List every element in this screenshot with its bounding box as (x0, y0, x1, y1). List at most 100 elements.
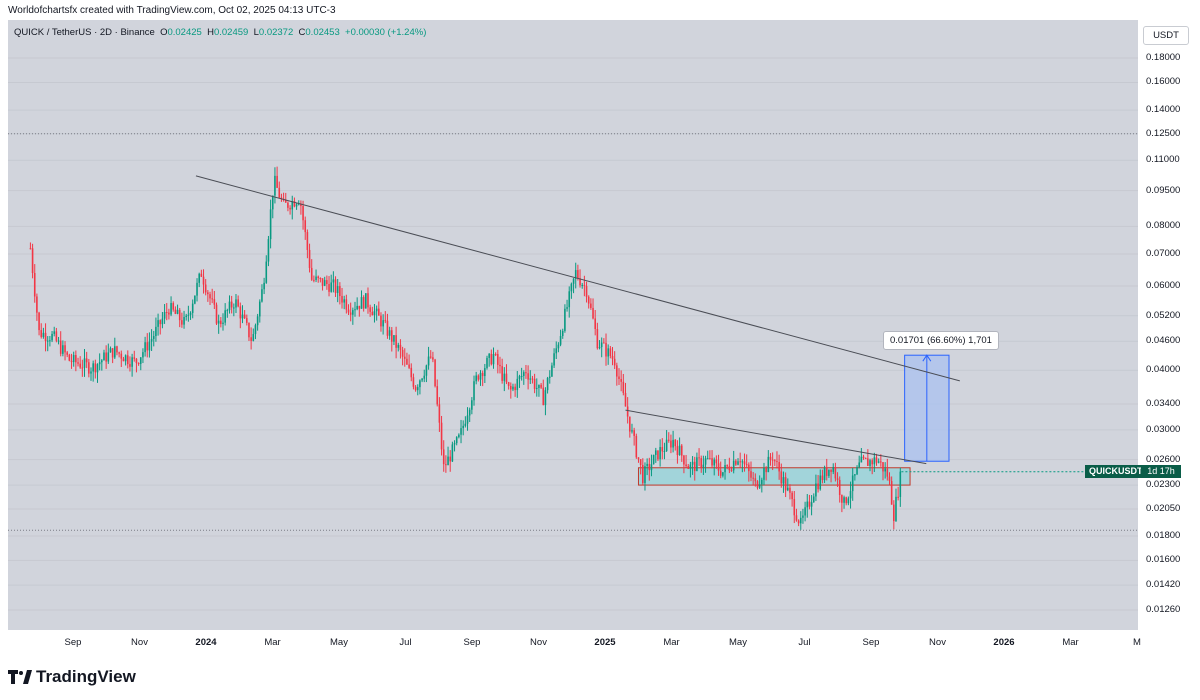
candle-body (774, 460, 776, 462)
candle-body (611, 355, 614, 359)
candle-body (144, 342, 146, 353)
candle-body (756, 481, 759, 488)
candle-body (871, 460, 873, 465)
candle-body (596, 329, 599, 349)
price-tick-label: 0.04600 (1146, 335, 1181, 347)
candle-body (706, 458, 709, 460)
candle-body (880, 461, 882, 463)
candle-body (657, 450, 659, 460)
candle-body (466, 415, 469, 424)
candle-body (659, 447, 661, 460)
price-tick-label: 0.06000 (1146, 280, 1181, 292)
candle-body (395, 335, 397, 348)
candle-body (895, 496, 897, 522)
candle-body (542, 387, 545, 406)
candle-body (148, 341, 151, 351)
candle-body (579, 278, 581, 286)
candle-body (360, 297, 363, 309)
chart-area[interactable] (8, 20, 1138, 630)
candle-body (367, 293, 369, 308)
candle-body (111, 348, 114, 358)
candle-body (269, 209, 272, 240)
candle-body (717, 463, 720, 471)
candle-body (786, 487, 789, 491)
time-tick-label: M (1133, 637, 1141, 648)
candle-body (168, 312, 170, 315)
candle-body (77, 362, 79, 364)
candle-body (663, 450, 666, 452)
candle-body (250, 337, 252, 341)
price-tick-label: 0.02050 (1146, 502, 1181, 514)
candle-body (501, 366, 503, 381)
candle-body (704, 458, 707, 465)
candle-body (646, 463, 648, 467)
candle-body (626, 406, 629, 417)
candle-body (507, 382, 510, 386)
candle-body (373, 311, 376, 316)
candle-body (533, 378, 536, 389)
candle-body (200, 273, 203, 277)
candle-body (505, 373, 508, 383)
candle-body (464, 423, 467, 426)
candle-body (393, 335, 395, 342)
candle-body (769, 456, 772, 460)
candle-body (566, 307, 568, 309)
candle-body (124, 355, 127, 362)
candle-body (670, 440, 672, 448)
candle-body (79, 363, 81, 368)
candle-body (825, 467, 828, 476)
candle-body (38, 312, 40, 331)
candle-body (754, 478, 757, 482)
candle-body (388, 330, 391, 336)
candle-body (644, 466, 646, 483)
candle-body (101, 360, 103, 363)
candle-body (254, 325, 257, 335)
candle-body (328, 284, 330, 292)
candle-body (139, 357, 142, 364)
candle-body (321, 278, 324, 286)
candle-body (191, 303, 194, 313)
currency-badge[interactable]: USDT (1143, 26, 1189, 45)
candle-body (289, 207, 291, 210)
candle-body (297, 203, 300, 205)
candle-body (490, 353, 493, 365)
price-tick-label: 0.03400 (1146, 397, 1181, 409)
candle-body (155, 326, 157, 337)
time-tick-label: Mar (264, 637, 281, 648)
candle-body (689, 464, 692, 469)
candle-body (46, 340, 49, 342)
candle-body (633, 430, 635, 436)
candle-body (42, 332, 45, 337)
candle-body (397, 344, 400, 348)
legend-low-label: L (253, 27, 259, 38)
candle-body (613, 358, 616, 366)
candle-body (780, 471, 783, 484)
candle-body (620, 379, 622, 382)
time-axis[interactable] (8, 630, 1138, 650)
candle-body (605, 342, 607, 357)
candle-body (403, 356, 406, 359)
price-tick-label: 0.02600 (1146, 453, 1181, 465)
candle-body (683, 455, 685, 465)
footer-brand: TradingView (36, 667, 136, 686)
measure-label: 0.01701 (66.60%) 1,701 (883, 331, 999, 350)
candle-body (873, 457, 876, 465)
candle-body (468, 409, 471, 416)
candle-body (661, 447, 664, 452)
support-zone (637, 467, 911, 486)
candle-body (172, 303, 175, 310)
candle-body (622, 381, 625, 393)
candle-body (745, 464, 748, 466)
price-axis[interactable] (1138, 20, 1200, 630)
symbol-legend: QUICK / TetherUS · 2D · Binance O0.02425… (14, 27, 426, 38)
candle-body (330, 282, 332, 292)
candle-body (700, 458, 703, 468)
candle-body (445, 464, 447, 466)
candle-body (847, 498, 850, 504)
time-tick-label: Sep (64, 637, 82, 648)
candle-body (546, 377, 549, 391)
candle-body (429, 356, 432, 358)
time-tick-label: Nov (131, 637, 148, 648)
candle-body (804, 507, 806, 516)
